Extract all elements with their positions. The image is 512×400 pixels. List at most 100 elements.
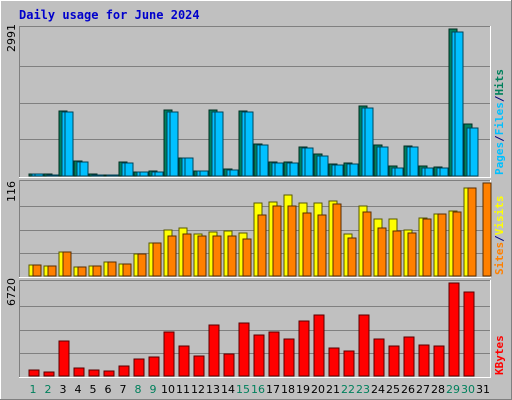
bar-pages-day-14 — [229, 169, 239, 177]
bar-pages-day-19 — [304, 147, 314, 177]
bar-sites-day-5 — [92, 265, 102, 277]
legend-bottom-text: KBytes — [493, 335, 506, 375]
day-label-17: 17 — [266, 383, 280, 396]
day-label-9: 9 — [150, 383, 157, 396]
bar-pages-day-29 — [454, 31, 464, 177]
panel-hits-grid — [20, 66, 490, 140]
bar-sites-day-1 — [32, 264, 42, 277]
bar-sites-day-17 — [272, 205, 282, 277]
chart-title: Daily usage for June 2024 — [19, 8, 200, 22]
bar-kbytes-day-11 — [178, 345, 190, 377]
bar-kbytes-day-6 — [103, 370, 115, 377]
bar-pages-day-10 — [169, 111, 179, 177]
bar-kbytes-day-15 — [238, 322, 250, 377]
legend-item-pages: Pages — [493, 142, 506, 175]
bar-kbytes-day-14 — [223, 353, 235, 377]
panel-hits — [19, 26, 491, 178]
bar-sites-day-28 — [437, 213, 447, 277]
bar-pages-day-8 — [139, 171, 149, 177]
legend-kbytes: KBytes — [493, 335, 506, 375]
day-label-31: 31 — [476, 383, 490, 396]
bar-kbytes-day-12 — [193, 355, 205, 377]
bar-pages-day-3 — [64, 111, 74, 177]
day-label-16: 16 — [251, 383, 265, 396]
bar-sites-day-20 — [317, 214, 327, 277]
bar-sites-day-21 — [332, 203, 342, 277]
legend-middle-text: Sites/Visits — [493, 196, 506, 276]
bar-pages-day-20 — [319, 155, 329, 177]
ymax-label-kbytes: 6720 — [5, 278, 18, 306]
legend-item-kbytes: KBytes — [493, 335, 506, 375]
day-label-13: 13 — [206, 383, 220, 396]
day-label-5: 5 — [90, 383, 97, 396]
bar-pages-day-13 — [214, 111, 224, 177]
bar-pages-day-4 — [79, 161, 89, 177]
bar-sites-day-11 — [182, 233, 192, 277]
bar-sites-day-15 — [242, 238, 252, 277]
bar-sites-day-14 — [227, 235, 237, 277]
bar-sites-day-23 — [362, 211, 372, 277]
bar-kbytes-day-8 — [133, 358, 145, 377]
day-label-23: 23 — [356, 383, 370, 396]
bar-kbytes-day-28 — [433, 345, 445, 377]
day-label-8: 8 — [135, 383, 142, 396]
bar-sites-day-10 — [167, 235, 177, 277]
bar-sites-day-30 — [467, 187, 477, 277]
day-label-30: 30 — [461, 383, 475, 396]
bar-pages-day-22 — [349, 163, 359, 177]
panel-visits — [19, 180, 492, 278]
panel-kbytes — [19, 280, 491, 378]
bar-pages-day-25 — [394, 167, 404, 177]
bar-pages-day-23 — [364, 107, 374, 177]
day-label-28: 28 — [431, 383, 445, 396]
bar-kbytes-day-1 — [28, 369, 40, 377]
bar-kbytes-day-4 — [73, 367, 85, 377]
legend-top-text: Pages/Files/Hits — [493, 69, 506, 175]
day-label-22: 22 — [341, 383, 355, 396]
legend-hits: Pages/Files/Hits — [493, 69, 506, 175]
bar-kbytes-day-30 — [463, 291, 475, 377]
ymax-label-visits: 116 — [5, 181, 18, 202]
legend-separator: / — [493, 95, 506, 102]
bar-kbytes-day-27 — [418, 344, 430, 377]
bar-kbytes-day-3 — [58, 340, 70, 377]
bar-pages-day-30 — [469, 127, 479, 177]
bar-kbytes-day-18 — [283, 338, 295, 377]
day-label-1: 1 — [30, 383, 37, 396]
bar-pages-day-21 — [334, 164, 344, 177]
day-label-15: 15 — [236, 383, 250, 396]
bar-pages-day-5 — [94, 174, 104, 177]
day-label-21: 21 — [326, 383, 340, 396]
bar-kbytes-day-20 — [313, 314, 325, 377]
bar-sites-day-31 — [482, 182, 492, 277]
bar-sites-day-7 — [122, 263, 132, 277]
bar-sites-day-26 — [407, 232, 417, 277]
bar-sites-day-8 — [137, 253, 147, 277]
bar-pages-day-27 — [424, 167, 434, 177]
bar-kbytes-day-22 — [343, 350, 355, 377]
day-label-25: 25 — [386, 383, 400, 396]
bar-kbytes-day-17 — [268, 331, 280, 377]
bar-sites-day-12 — [197, 235, 207, 277]
bar-sites-day-25 — [392, 230, 402, 277]
legend-visits: Sites/Visits — [493, 196, 506, 276]
bar-pages-day-11 — [184, 157, 194, 177]
bar-kbytes-day-2 — [43, 371, 55, 377]
legend-separator: / — [493, 135, 506, 142]
bar-sites-day-3 — [62, 251, 72, 277]
bar-sites-day-13 — [212, 235, 222, 277]
bar-kbytes-day-13 — [208, 324, 220, 377]
bar-pages-day-17 — [274, 162, 284, 177]
legend-item-visits: Visits — [493, 196, 506, 236]
bar-kbytes-day-21 — [328, 347, 340, 377]
bar-kbytes-day-9 — [148, 356, 160, 377]
ymax-label-hits: 2991 — [5, 24, 18, 52]
bar-pages-day-7 — [124, 162, 134, 177]
bar-kbytes-day-19 — [298, 320, 310, 377]
bar-pages-day-18 — [289, 162, 299, 177]
legend-item-files: Files — [493, 102, 506, 135]
bar-sites-day-24 — [377, 227, 387, 277]
bar-kbytes-day-5 — [88, 369, 100, 377]
bar-pages-day-16 — [259, 144, 269, 177]
